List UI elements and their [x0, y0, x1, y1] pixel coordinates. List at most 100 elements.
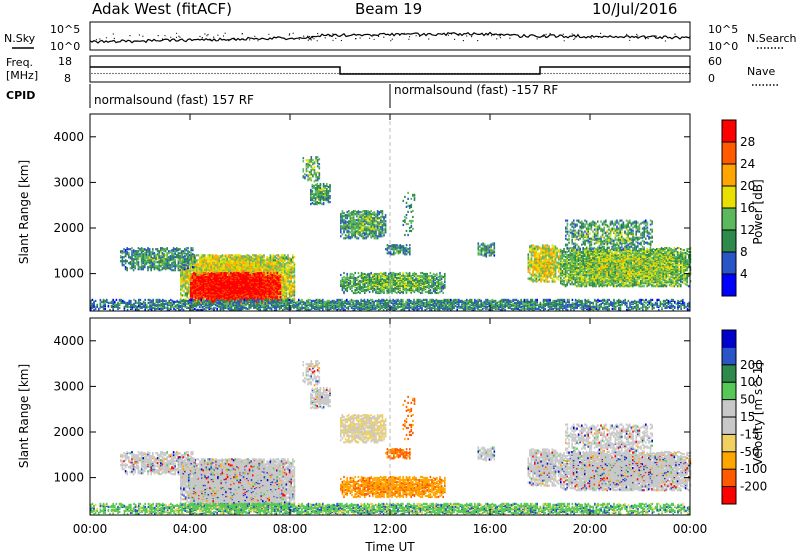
power-cell — [190, 278, 192, 281]
power-cell — [199, 272, 202, 275]
power-cell — [202, 274, 205, 277]
power-cell — [166, 260, 168, 263]
nave-dot — [655, 72, 657, 75]
noise-search-dot — [562, 33, 564, 35]
power-cell — [190, 285, 192, 288]
power-cell — [216, 255, 219, 258]
nave-dot — [199, 72, 201, 75]
power-cell — [139, 268, 141, 271]
power-cell — [236, 256, 238, 259]
noise-search-dot — [335, 37, 337, 40]
nave-dot — [226, 72, 228, 75]
power-cell — [220, 259, 222, 262]
nave-dot — [436, 72, 438, 75]
power-cell — [271, 293, 274, 296]
power-cell — [155, 261, 157, 264]
noise-left-label: N.Sky — [4, 32, 36, 45]
nave-dot — [508, 72, 510, 75]
power-cell — [270, 275, 272, 278]
nave-dot — [385, 72, 387, 75]
power-cell — [272, 263, 275, 266]
power-cell — [204, 254, 206, 257]
power-cell — [271, 274, 274, 277]
noise-search-dot — [316, 40, 318, 42]
power-cell — [288, 267, 291, 270]
noise-search-dot — [408, 38, 410, 40]
nave-dot — [133, 72, 135, 75]
nave-dot — [238, 72, 240, 75]
power-cell — [137, 268, 140, 271]
power-cell — [266, 265, 268, 268]
nave-dot — [535, 72, 537, 75]
nave-dot — [286, 72, 288, 75]
nave-dot — [451, 72, 453, 75]
power-cell — [136, 250, 138, 253]
power-cell — [160, 249, 162, 252]
nave-dot — [475, 72, 477, 75]
nave-dot — [280, 72, 282, 75]
power-cell — [202, 269, 204, 272]
power-cell — [190, 293, 192, 296]
power-cell — [199, 283, 202, 286]
power-cell — [193, 281, 195, 284]
power-cell — [241, 277, 243, 280]
power-cell — [161, 247, 164, 250]
noise-search-dot — [288, 34, 290, 36]
noise-search-dot — [493, 33, 495, 35]
power-cell — [202, 283, 205, 286]
power-cell — [204, 258, 206, 261]
nave-dot — [373, 72, 375, 75]
noise-search-dot — [324, 37, 326, 39]
power-cell — [248, 264, 251, 267]
power-cell — [244, 255, 246, 258]
nave-dot — [349, 72, 351, 75]
nave-dot — [118, 72, 120, 75]
power-cell — [231, 262, 233, 265]
power-cell — [215, 274, 218, 277]
nave-dot — [142, 72, 144, 75]
power-cell — [177, 265, 180, 268]
power-cell — [142, 265, 144, 268]
nave-dot — [454, 72, 456, 75]
power-cell — [174, 252, 176, 255]
noise-search-dot — [428, 38, 430, 40]
power-cell — [128, 262, 130, 265]
power-cell — [223, 272, 226, 275]
nave-dot — [580, 72, 582, 75]
power-cell — [272, 261, 275, 264]
power-cell — [256, 267, 259, 270]
nave-dot — [253, 72, 255, 75]
power-cell — [164, 261, 167, 264]
power-cell — [204, 294, 206, 297]
nave-dot — [487, 72, 489, 75]
power-cell — [228, 274, 230, 277]
power-cell — [153, 260, 156, 263]
nave-dot — [289, 72, 291, 75]
power-cell — [126, 269, 128, 272]
nave-dot — [379, 72, 381, 75]
power-cell — [131, 254, 133, 257]
power-cell — [166, 252, 168, 255]
nave-dot — [595, 72, 597, 75]
power-cell — [164, 250, 167, 253]
power-cell — [263, 259, 265, 262]
power-cell — [196, 266, 198, 269]
power-cell — [268, 280, 270, 283]
nave-dot — [190, 72, 192, 75]
power-cell — [188, 280, 190, 283]
nave-dot — [328, 72, 330, 75]
power-cell — [184, 276, 187, 279]
power-cell — [212, 265, 214, 268]
power-cell — [279, 284, 282, 287]
power-cell — [234, 254, 236, 257]
power-cell — [186, 293, 188, 296]
power-cell — [274, 259, 276, 262]
power-cell — [284, 263, 286, 266]
power-cell — [263, 256, 265, 259]
power-cell — [278, 296, 280, 299]
power-cell — [129, 256, 132, 259]
nave-dot — [397, 72, 399, 75]
power-cell — [258, 276, 261, 279]
power-cell — [253, 258, 256, 261]
power-cell — [218, 272, 221, 275]
